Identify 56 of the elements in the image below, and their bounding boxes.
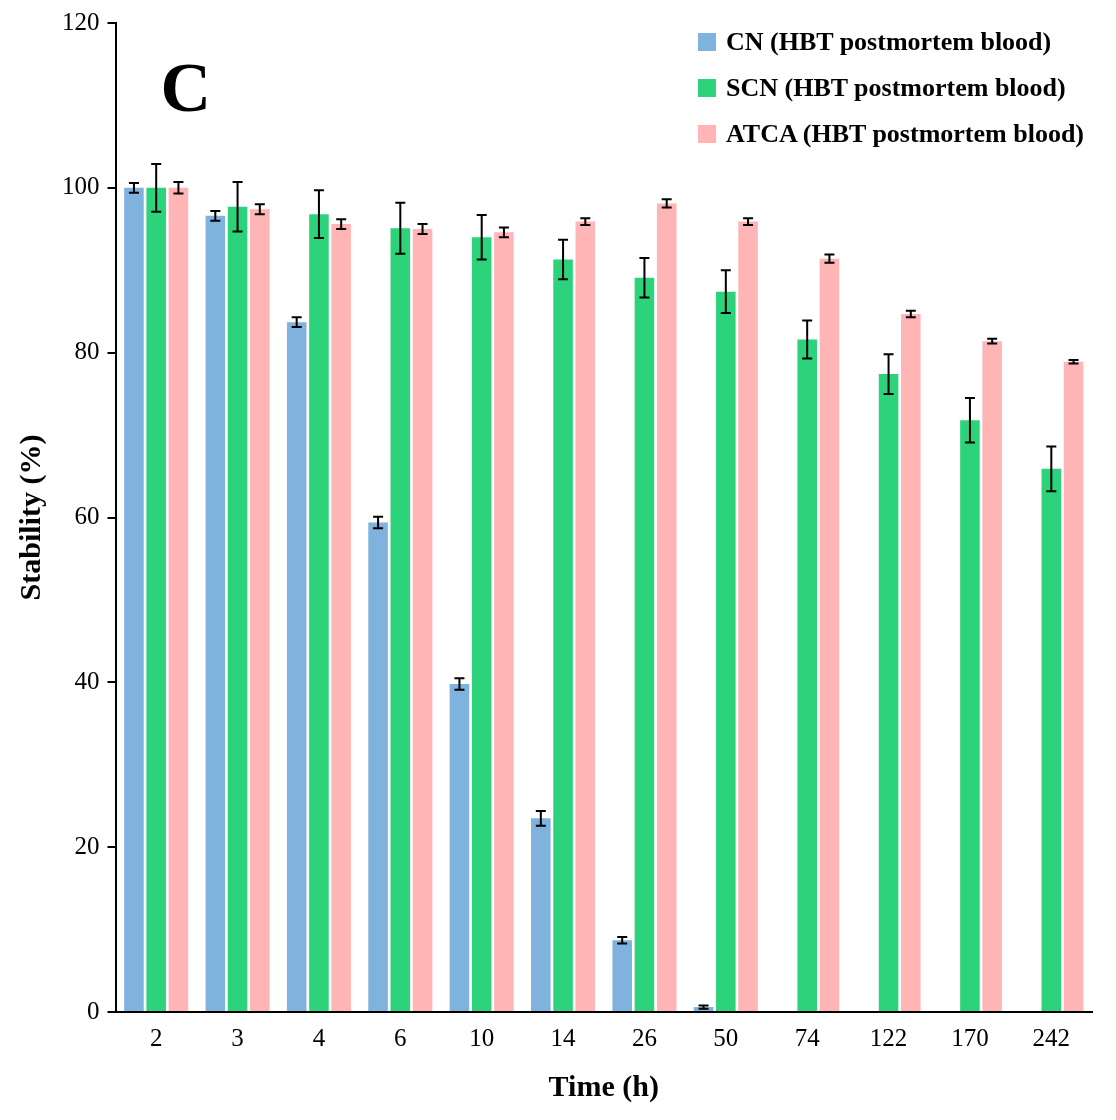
bar bbox=[471, 237, 492, 1011]
x-tick-label: 2 bbox=[149, 1023, 163, 1051]
bar bbox=[250, 209, 270, 1011]
x-tick-label: 26 bbox=[631, 1023, 657, 1051]
bar bbox=[634, 277, 655, 1011]
legend-label: ATCA (HBT postmortem blood) bbox=[726, 118, 1084, 150]
bar bbox=[286, 322, 307, 1011]
y-tick-label: 60 bbox=[74, 502, 100, 530]
bar bbox=[612, 940, 632, 1011]
bar bbox=[449, 683, 470, 1011]
bar bbox=[982, 341, 1002, 1011]
y-tick-label: 100 bbox=[62, 172, 100, 200]
bar bbox=[1041, 468, 1062, 1011]
y-tick-label: 120 bbox=[62, 7, 100, 35]
legend-label: SCN (HBT postmortem blood) bbox=[726, 72, 1066, 104]
bar bbox=[146, 187, 166, 1011]
bar bbox=[390, 228, 411, 1011]
bar bbox=[205, 215, 226, 1011]
y-tick-label: 80 bbox=[74, 337, 100, 365]
bar bbox=[168, 187, 189, 1011]
bar bbox=[878, 374, 899, 1011]
bar bbox=[738, 221, 758, 1011]
x-tick-label: 6 bbox=[394, 1023, 407, 1051]
bar bbox=[227, 206, 248, 1011]
x-tick-label: 3 bbox=[231, 1023, 244, 1051]
bar bbox=[331, 224, 351, 1011]
bar bbox=[1063, 361, 1084, 1011]
x-tick-label: 14 bbox=[550, 1023, 577, 1051]
x-tick-label: 50 bbox=[713, 1023, 739, 1051]
bar bbox=[901, 313, 921, 1011]
x-tick-label: 4 bbox=[312, 1023, 326, 1051]
bar bbox=[819, 258, 840, 1011]
bar bbox=[960, 420, 980, 1011]
bar bbox=[797, 339, 817, 1011]
bar bbox=[494, 232, 514, 1011]
x-tick-label: 122 bbox=[869, 1023, 908, 1051]
x-tick-label: 10 bbox=[469, 1023, 495, 1051]
bar bbox=[575, 221, 596, 1011]
x-tick-label: 74 bbox=[794, 1023, 821, 1051]
y-axis-title: Stability (%) bbox=[12, 434, 47, 601]
bar bbox=[412, 229, 433, 1011]
y-tick-label: 0 bbox=[87, 996, 100, 1024]
x-axis-title: Time (h) bbox=[548, 1068, 659, 1103]
y-tick-label: 20 bbox=[74, 831, 100, 859]
bar bbox=[553, 259, 573, 1011]
legend-label: CN (HBT postmortem blood) bbox=[726, 26, 1052, 58]
bar bbox=[124, 187, 144, 1011]
bar bbox=[368, 522, 388, 1011]
bar bbox=[531, 818, 551, 1011]
bar bbox=[309, 214, 329, 1011]
x-tick-label: 242 bbox=[1032, 1023, 1071, 1051]
bar bbox=[716, 291, 736, 1011]
x-tick-label: 170 bbox=[951, 1023, 989, 1051]
y-tick-label: 40 bbox=[74, 666, 100, 694]
bar bbox=[656, 203, 677, 1011]
annotation: C bbox=[160, 48, 212, 128]
